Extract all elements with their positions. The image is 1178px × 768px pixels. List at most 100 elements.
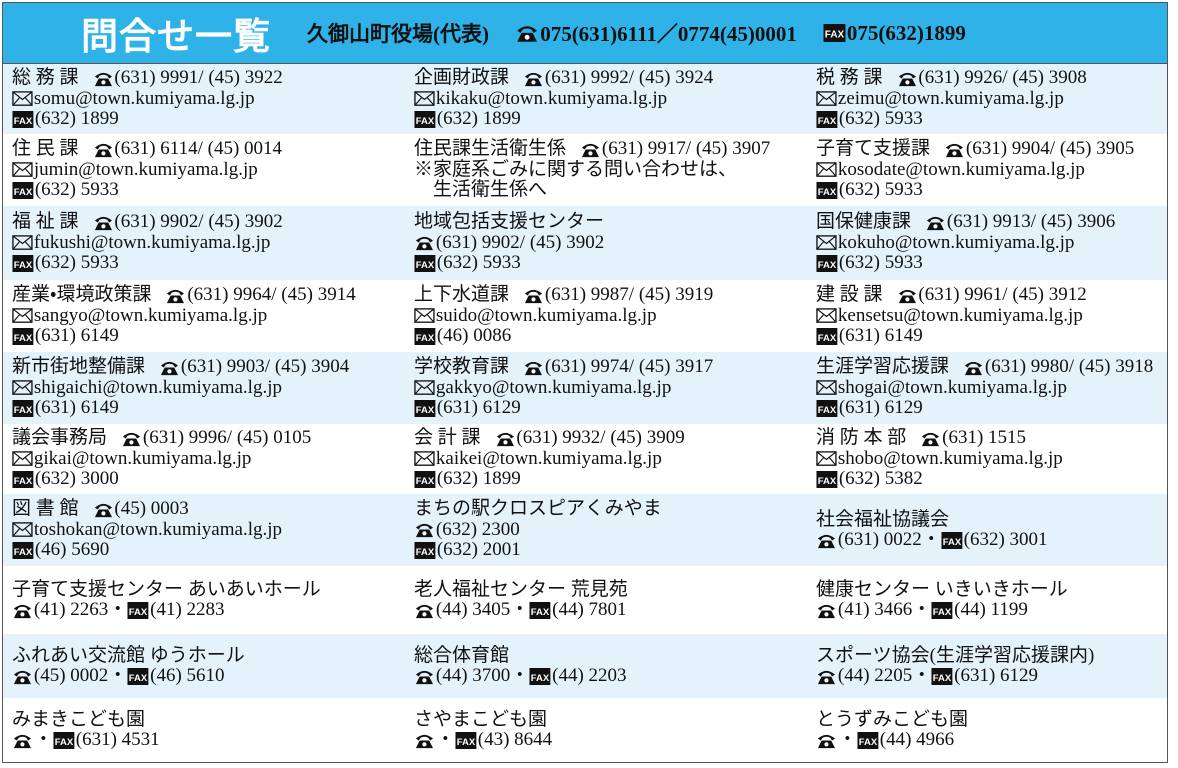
fax-icon: FAX bbox=[12, 399, 34, 418]
contact-name: 図 書 館 bbox=[12, 498, 79, 520]
fax-icon-label: FAX bbox=[416, 333, 435, 344]
contact-cell: 学校教育課 (631) 9974/ (45) 3917 gakkyo@town.ku… bbox=[405, 352, 807, 424]
office-fax-number: 075(632)1899 bbox=[846, 20, 966, 45]
mail-text: fukushi@town.kumiyama.lg.jp bbox=[33, 231, 271, 253]
contact-name: 生涯学習応援課 bbox=[816, 356, 950, 378]
contact-line: 地域包括支援センター bbox=[414, 212, 807, 233]
contact-line: (44) 2205 ・ FAX (631) 6129 bbox=[816, 665, 1167, 687]
contact-cell: 子育て支援センター あいあいホール (41) 2263 ・ FAX (41) 2283 bbox=[3, 566, 405, 634]
tel-text: (631) 9964/ (45) 3914 bbox=[187, 284, 356, 306]
mail-text: shobo@town.kumiyama.lg.jp bbox=[837, 447, 1063, 469]
tel-icon bbox=[524, 289, 543, 304]
mail-icon bbox=[12, 91, 33, 107]
contact-line: FAX (632) 2001 bbox=[414, 540, 807, 561]
note-text: ・ bbox=[108, 599, 128, 620]
fax-text: (632) 5933 bbox=[34, 179, 119, 201]
fax-icon-label: FAX bbox=[818, 405, 837, 416]
contact-line: 福 祉 課 (631) 9902/ (45) 3902 bbox=[12, 212, 405, 233]
contact-line: ・ FAX (44) 4966 bbox=[816, 729, 1167, 751]
fax-text: (632) 5933 bbox=[838, 179, 923, 201]
contact-name: 税 務 課 bbox=[816, 67, 883, 89]
mail-icon bbox=[12, 162, 33, 178]
contact-cell: まちの駅クロスピアくみやま (632) 2300 FAX (632) 2001 bbox=[405, 494, 807, 566]
contact-line: somu@town.kumiyama.lg.jp bbox=[12, 88, 405, 110]
note-text: ・ bbox=[435, 729, 455, 750]
note-text: ・ bbox=[912, 599, 932, 620]
tel-icon bbox=[415, 670, 433, 684]
mail-text: sangyo@town.kumiyama.lg.jp bbox=[33, 304, 268, 326]
fax-icon-label: FAX bbox=[416, 116, 435, 127]
fax-text: (44) 4966 bbox=[879, 729, 955, 750]
contact-line: gakkyo@town.kumiyama.lg.jp bbox=[414, 377, 807, 399]
contact-row: 住 民 課 (631) 6114/ (45) 0014 jumin@town.kum… bbox=[3, 134, 1167, 206]
contact-line: FAX (632) 5933 bbox=[816, 109, 1167, 130]
tel-text: (631) 9904/ (45) 3905 bbox=[965, 138, 1135, 160]
contact-line: fukushi@town.kumiyama.lg.jp bbox=[12, 231, 405, 254]
fax-text: (632) 5933 bbox=[838, 108, 923, 130]
tel-icon bbox=[94, 72, 112, 87]
title: 問合せ一覧 bbox=[81, 15, 271, 58]
contact-line: 学校教育課 (631) 9974/ (45) 3917 bbox=[414, 357, 807, 378]
note-text: ・ bbox=[912, 665, 932, 686]
tel-text: (41) 2263 bbox=[33, 599, 109, 620]
mail-text: kaikei@town.kumiyama.lg.jp bbox=[435, 447, 662, 469]
fax-icon-label: FAX bbox=[818, 333, 837, 344]
contact-line: 税 務 課 (631) 9926/ (45) 3908 bbox=[816, 68, 1167, 89]
fax-text: (631) 6149 bbox=[838, 325, 923, 347]
contact-cell: 生涯学習応援課 (631) 9980/ (45) 3918 shogai@town.… bbox=[807, 352, 1167, 424]
contact-cell: スポーツ協会(生涯学習応援課内) (44) 2205 ・ FAX (631) 6129 bbox=[807, 634, 1167, 698]
contact-cell: 議会事務局 (631) 9996/ (45) 0105 gikai@town.kum… bbox=[3, 424, 405, 494]
note-text: ・ bbox=[837, 729, 857, 750]
contact-line: (44) 3700 ・ FAX (44) 2203 bbox=[414, 665, 807, 687]
fax-icon-label: FAX bbox=[14, 260, 33, 271]
fax-icon: FAX bbox=[816, 181, 838, 200]
contact-cell: 会 計 課 (631) 9932/ (45) 3909 kaikei@town.ku… bbox=[405, 424, 807, 494]
contact-cell: 健康センター いきいきホール (41) 3466 ・ FAX (44) 1199 bbox=[807, 566, 1167, 634]
fax-icon: FAX bbox=[12, 110, 34, 129]
fax-icon-label: FAX bbox=[129, 673, 148, 684]
tel-icon bbox=[415, 604, 433, 618]
office-tel: 075(631)6111／0774(45)0001 bbox=[515, 18, 797, 48]
contact-row: 子育て支援センター あいあいホール (41) 2263 ・ FAX (41) 2283 老… bbox=[3, 566, 1167, 634]
contact-line: kosodate@town.kumiyama.lg.jp bbox=[816, 159, 1167, 181]
mail-icon bbox=[816, 235, 837, 251]
fax-icon-label: FAX bbox=[818, 116, 837, 127]
contact-line: 社会福祉協議会 bbox=[816, 509, 1167, 531]
fax-icon-label: FAX bbox=[14, 405, 33, 416]
contact-line: 会 計 課 (631) 9932/ (45) 3909 bbox=[414, 428, 807, 449]
fax-icon-label: FAX bbox=[933, 607, 952, 618]
fax-icon-label: FAX bbox=[14, 547, 33, 558]
tel-icon bbox=[517, 26, 537, 42]
mail-text: zeimu@town.kumiyama.lg.jp bbox=[837, 87, 1064, 109]
mail-text: jumin@town.kumiyama.lg.jp bbox=[33, 158, 258, 180]
tel-icon bbox=[964, 361, 983, 376]
contact-cell: 地域包括支援センター (631) 9902/ (45) 3902 FAX (632) … bbox=[405, 206, 807, 280]
mail-icon bbox=[12, 235, 33, 251]
contact-name: さやまこども園 bbox=[414, 708, 548, 730]
tel-icon bbox=[167, 289, 185, 304]
contact-line: gikai@town.kumiyama.lg.jp bbox=[12, 448, 405, 470]
fax-icon-label: FAX bbox=[55, 737, 74, 748]
tel-text: (631) 9932/ (45) 3909 bbox=[516, 427, 685, 449]
contact-line: 生涯学習応援課 (631) 9980/ (45) 3918 bbox=[816, 357, 1167, 378]
contact-line: 国保健康課 (631) 9913/ (45) 3906 bbox=[816, 212, 1167, 233]
fax-icon-label: FAX bbox=[933, 673, 952, 684]
tel-icon bbox=[817, 670, 835, 684]
contact-line: 健康センター いきいきホール bbox=[816, 579, 1167, 601]
contact-cell: ふれあい交流館 ゆうホール (45) 0002 ・ FAX (46) 5610 bbox=[3, 634, 405, 698]
contact-cell: 消 防 本 部 (631) 1515 shobo@town.kumiyama.lg.… bbox=[807, 424, 1167, 494]
fax-text: (41) 2283 bbox=[150, 599, 225, 620]
contact-row: ふれあい交流館 ゆうホール (45) 0002 ・ FAX (46) 5610 総合体育館… bbox=[3, 634, 1167, 698]
contact-row: 福 祉 課 (631) 9902/ (45) 3902 fukushi@town.k… bbox=[3, 206, 1167, 280]
fax-icon: FAX bbox=[127, 667, 149, 685]
contact-line: 住 民 課 (631) 6114/ (45) 0014 bbox=[12, 139, 405, 160]
tel-icon bbox=[160, 361, 179, 376]
contact-cell: 産業・環境政策課 (631) 9964/ (45) 3914 sangyo@town… bbox=[3, 280, 405, 352]
fax-icon-label: FAX bbox=[14, 116, 33, 127]
contact-line: 上下水道課 (631) 9987/ (45) 3919 bbox=[414, 285, 807, 306]
mail-icon bbox=[12, 380, 33, 396]
contact-cell: 企画財政課 (631) 9992/ (45) 3924 kikaku@town.ku… bbox=[405, 64, 807, 134]
fax-icon-label: FAX bbox=[14, 187, 33, 198]
mail-text: kokuho@town.kumiyama.lg.jp bbox=[837, 231, 1075, 253]
contact-line: FAX (631) 6149 bbox=[12, 398, 405, 419]
